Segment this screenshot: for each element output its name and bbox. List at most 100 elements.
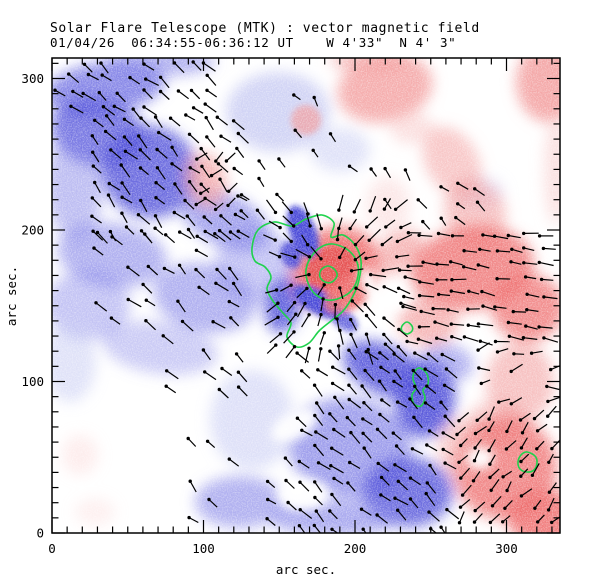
vector-segment bbox=[379, 414, 390, 423]
vector-segment bbox=[377, 428, 388, 440]
vector-segment bbox=[534, 409, 545, 420]
vector-segment bbox=[237, 371, 248, 383]
vector-segment bbox=[362, 418, 373, 426]
vector-segment bbox=[203, 216, 213, 225]
vector-segment bbox=[332, 366, 346, 375]
vector-segment bbox=[186, 215, 196, 227]
vector-segment bbox=[329, 413, 338, 423]
vector-segment bbox=[366, 284, 379, 291]
vector-segment bbox=[218, 389, 229, 399]
vector-segment bbox=[265, 289, 277, 294]
vector-segment bbox=[158, 132, 172, 141]
vector-segment bbox=[462, 484, 472, 496]
vector-segment bbox=[317, 314, 322, 327]
vector-segment bbox=[551, 439, 560, 450]
field-contour-spot-b bbox=[411, 367, 430, 408]
vector-segment bbox=[156, 167, 166, 180]
vector-segment bbox=[111, 317, 121, 325]
vector-segment bbox=[174, 183, 183, 195]
vector-segment bbox=[233, 120, 245, 131]
vector-segment bbox=[206, 89, 218, 98]
dither-noise-texture bbox=[52, 58, 560, 533]
vector-segment bbox=[478, 323, 494, 327]
vector-segment bbox=[426, 482, 437, 494]
vector-segment bbox=[422, 221, 431, 230]
vector-segment bbox=[418, 338, 433, 345]
vector-segment bbox=[179, 231, 192, 240]
vector-segment bbox=[376, 514, 388, 524]
vector-segment bbox=[88, 73, 99, 81]
vector-segment bbox=[379, 352, 389, 361]
vector-segment bbox=[543, 296, 558, 300]
vector-dot bbox=[539, 277, 544, 282]
vector-segment bbox=[162, 335, 174, 345]
vector-segment bbox=[506, 420, 513, 432]
vector-segment bbox=[154, 215, 163, 228]
vector-segment bbox=[267, 480, 276, 489]
vector-segment bbox=[202, 349, 211, 361]
vector-segment bbox=[298, 460, 310, 469]
vector-dot bbox=[449, 289, 453, 293]
vector-segment bbox=[363, 402, 373, 412]
vector-segment bbox=[281, 201, 292, 213]
vector-segment bbox=[520, 453, 530, 462]
vector-segment bbox=[350, 334, 358, 349]
vector-dot bbox=[402, 294, 406, 299]
vector-segment bbox=[94, 119, 104, 128]
vector-segment bbox=[460, 467, 471, 479]
vector-segment bbox=[355, 287, 367, 295]
vector-segment bbox=[381, 476, 390, 486]
vector-segment bbox=[547, 405, 557, 417]
vector-dot bbox=[435, 278, 439, 282]
vector-segment bbox=[488, 439, 496, 451]
vector-segment bbox=[266, 518, 276, 526]
vector-segment bbox=[54, 89, 66, 97]
vector-segment bbox=[110, 149, 122, 160]
vector-segment bbox=[498, 398, 511, 403]
vector-segment bbox=[460, 438, 468, 446]
vector-segment bbox=[266, 302, 279, 313]
vector-segment bbox=[403, 296, 415, 300]
vector-segment bbox=[165, 234, 175, 244]
vector-segment bbox=[474, 438, 482, 449]
vector-segment bbox=[287, 502, 297, 511]
vector-segment bbox=[264, 316, 279, 326]
vector-segment bbox=[494, 306, 507, 309]
vector-dot bbox=[493, 305, 497, 309]
vector-segment bbox=[280, 284, 292, 292]
vector-segment bbox=[397, 233, 413, 242]
vector-segment bbox=[436, 337, 448, 342]
vector-dot bbox=[495, 249, 500, 253]
vector-dot bbox=[403, 275, 407, 279]
vector-segment bbox=[539, 261, 554, 267]
vector-segment bbox=[444, 415, 456, 428]
vector-segment bbox=[525, 325, 538, 330]
vector-segment bbox=[508, 234, 521, 239]
vector-segment bbox=[268, 220, 281, 229]
vector-segment bbox=[276, 193, 285, 202]
vector-dot bbox=[338, 328, 342, 333]
vector-segment bbox=[497, 348, 509, 353]
vector-segment bbox=[237, 195, 248, 202]
vector-segment bbox=[546, 385, 560, 391]
vector-segment bbox=[192, 61, 202, 71]
vector-segment bbox=[361, 508, 372, 516]
vector-segment bbox=[348, 349, 357, 360]
vector-segment bbox=[412, 448, 424, 455]
vector-segment bbox=[314, 481, 323, 493]
vector-segment bbox=[511, 248, 523, 253]
vector-segment bbox=[111, 236, 123, 246]
vector-segment bbox=[314, 497, 323, 506]
vector-segment bbox=[155, 197, 166, 205]
vector-segment bbox=[263, 234, 276, 241]
vector-segment bbox=[284, 457, 293, 467]
vector-dot bbox=[545, 384, 549, 389]
vector-dot bbox=[417, 293, 422, 298]
vector-segment bbox=[121, 212, 128, 224]
vector-segment bbox=[442, 448, 454, 456]
vector-segment bbox=[494, 235, 509, 240]
vector-segment bbox=[95, 302, 108, 312]
vector-segment bbox=[280, 252, 295, 258]
vector-dot bbox=[406, 264, 410, 268]
vector-segment bbox=[227, 197, 236, 206]
